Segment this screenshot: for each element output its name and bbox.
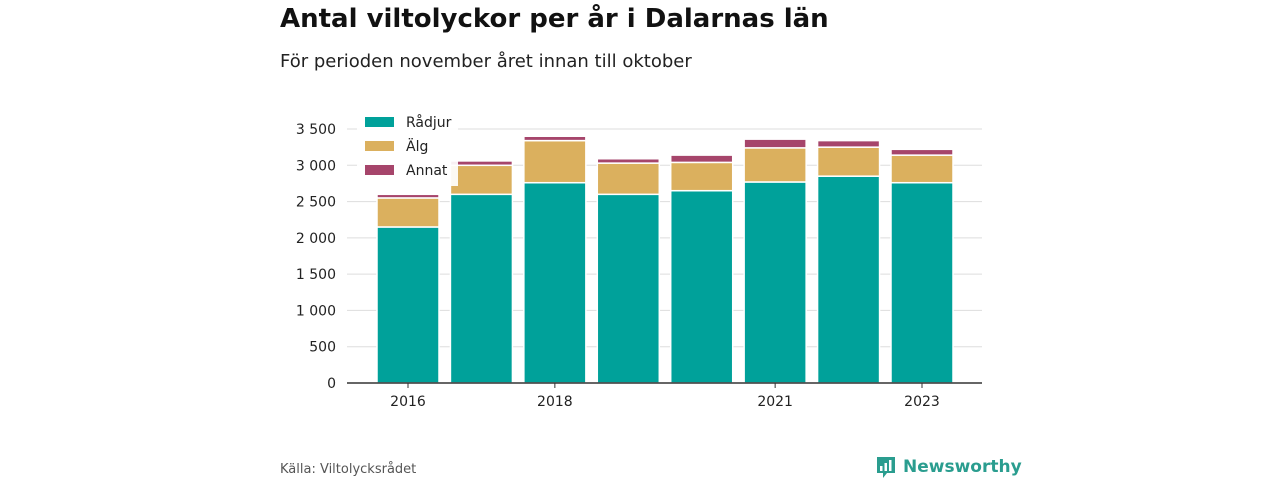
bar-segment xyxy=(596,193,661,384)
y-tick-label: 1 500 xyxy=(296,267,336,283)
bar-segment xyxy=(376,197,440,228)
bar-segment xyxy=(669,189,734,384)
bar-segment xyxy=(816,146,881,177)
brand-logo: Newsworthy xyxy=(875,455,1022,479)
legend-label: Rådjur xyxy=(406,114,452,131)
bar-segment xyxy=(449,164,514,196)
newsworthy-icon xyxy=(877,457,895,478)
legend-swatch xyxy=(365,117,394,127)
y-tick-label: 500 xyxy=(309,340,336,356)
bar-segment xyxy=(523,181,587,384)
bar-segment xyxy=(669,154,734,164)
x-tick-label: 2021 xyxy=(757,394,793,410)
bar-segment xyxy=(890,181,954,384)
bar-segment xyxy=(449,160,514,167)
bar-segment xyxy=(890,148,954,156)
chart-subtitle: För perioden november året innan till ok… xyxy=(280,51,692,72)
y-tick-label: 3 000 xyxy=(296,158,336,174)
source-note: Källa: Viltolycksrådet xyxy=(280,462,417,477)
bar-segment xyxy=(376,193,440,199)
bar-segment xyxy=(523,135,587,142)
y-tick-label: 0 xyxy=(327,376,336,392)
bar-segment xyxy=(743,181,807,384)
x-tick-label: 2023 xyxy=(904,394,940,410)
x-axis-ticks: 2016 2018 2021 2023 xyxy=(390,383,940,410)
bar-segment xyxy=(596,162,661,196)
bar-segment xyxy=(376,226,440,384)
y-tick-label: 2 000 xyxy=(296,231,336,247)
brand-name: Newsworthy xyxy=(903,457,1022,477)
y-tick-label: 3 500 xyxy=(296,122,336,138)
bar-segment xyxy=(596,158,661,164)
y-tick-label: 2 500 xyxy=(296,195,336,211)
chart-title: Antal viltolyckor per år i Dalarnas län xyxy=(280,4,829,34)
bar-segment xyxy=(816,139,881,148)
y-tick-label: 1 000 xyxy=(296,303,336,319)
bar-segment xyxy=(816,175,881,384)
legend-label: Älg xyxy=(406,137,428,155)
x-tick-label: 2016 xyxy=(390,394,426,410)
bar-segment xyxy=(449,193,514,384)
y-axis-ticks: 0 500 1 000 1 500 2 000 2 500 3 000 3 500 xyxy=(296,122,336,392)
x-tick-label: 2018 xyxy=(537,394,573,410)
legend-label: Annat xyxy=(406,163,448,179)
legend-swatch xyxy=(365,165,394,175)
legend: Rådjur Älg Annat xyxy=(357,108,458,186)
bar-segment xyxy=(890,154,954,184)
bar-segment xyxy=(743,147,807,183)
bar-segment xyxy=(669,161,734,192)
legend-swatch xyxy=(365,141,394,151)
bars xyxy=(376,135,954,384)
bar-segment xyxy=(523,139,587,184)
bar-segment xyxy=(743,138,807,149)
